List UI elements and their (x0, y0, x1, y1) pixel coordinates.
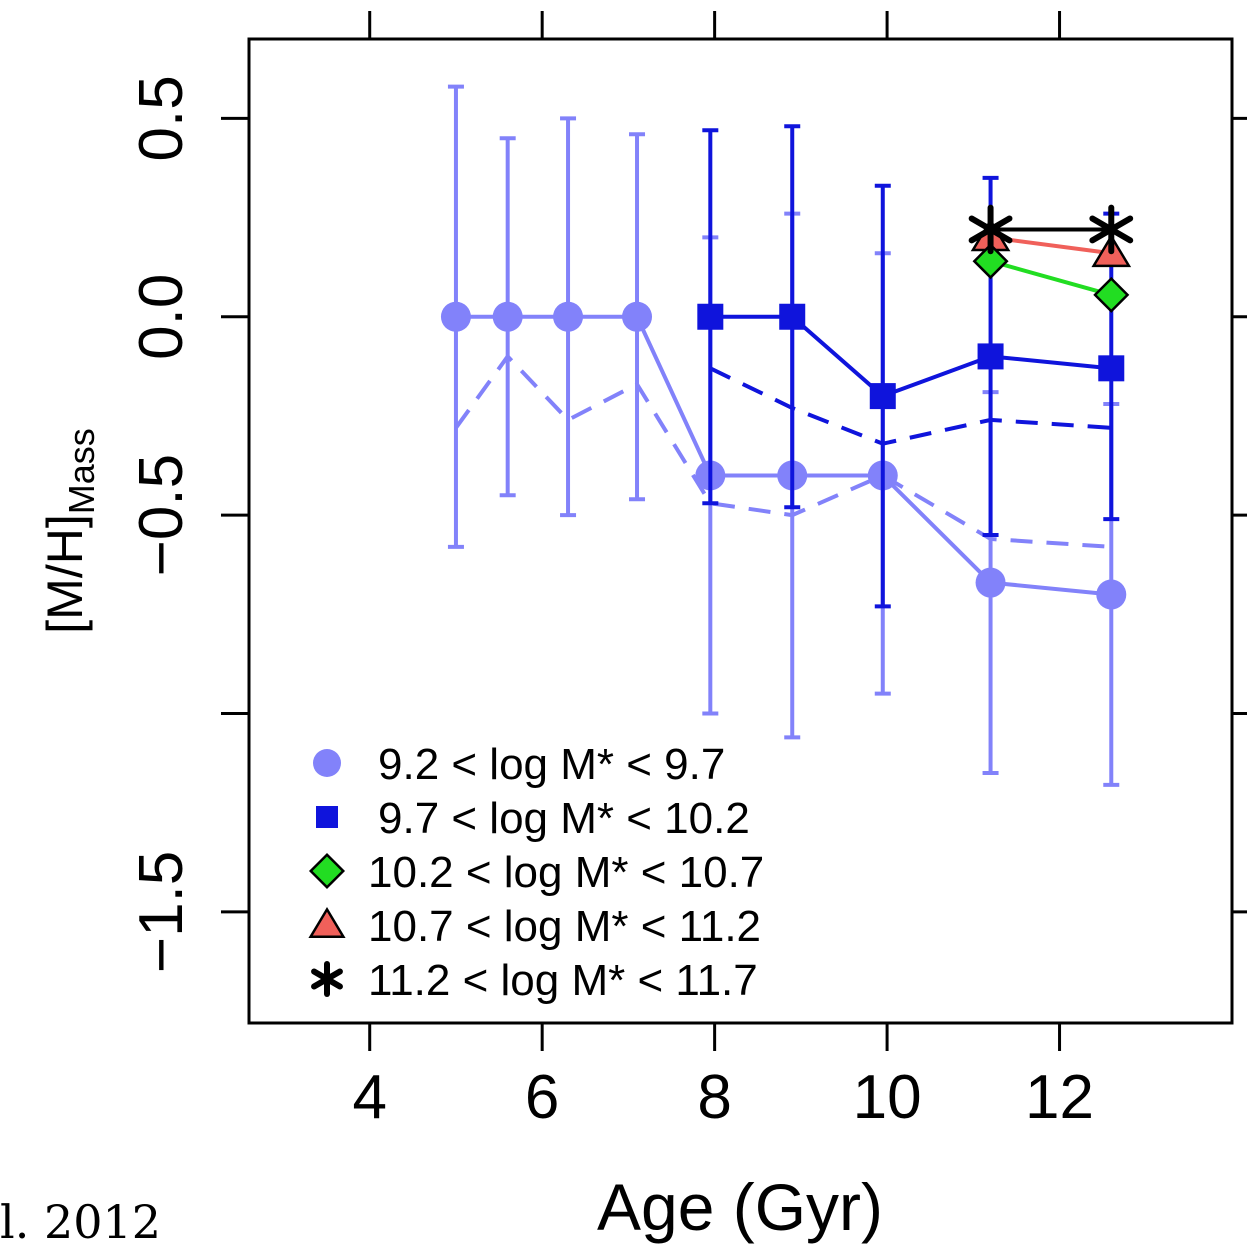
data-point (972, 243, 1009, 280)
y-axis-title: [M/H]Mass (37, 428, 102, 633)
solid-line (710, 314, 1112, 399)
star-stroke (1089, 215, 1134, 244)
legend-marker (308, 906, 346, 938)
x-axis: 4 6 8 10 12 (352, 11, 1094, 1132)
y-tick-label: 0.5 (127, 75, 196, 161)
data-point (1098, 355, 1125, 382)
y-axis-title-main: [M/H] (37, 514, 93, 633)
legend-label: 10.2 < log M* < 10.7 (368, 848, 764, 897)
data-point (697, 303, 724, 330)
dashed-line (454, 353, 1112, 549)
data-point (1096, 579, 1127, 610)
star-stroke (968, 215, 1013, 244)
plot-frame (247, 37, 1234, 1025)
y-axis: 0.5 0.0 −0.5 −1.5 (127, 75, 1247, 973)
data-point (975, 567, 1006, 598)
x-tick-label: 10 (853, 1063, 922, 1132)
legend-marker (316, 806, 338, 828)
series-square (697, 124, 1125, 609)
legend-label: 11.2 < log M* < 11.7 (368, 956, 758, 1005)
x-tick-label: 6 (525, 1063, 559, 1132)
data-point (440, 301, 471, 332)
x-axis-title: Age (Gyr) (597, 1170, 883, 1244)
y-tick-label: 0.0 (127, 274, 196, 360)
y-axis-title-subscript: Mass (61, 428, 102, 514)
data-point (553, 301, 584, 332)
series-diamond (972, 243, 1130, 313)
data-series (440, 84, 1134, 787)
y-tick-label: −0.5 (127, 454, 196, 576)
y-tick-label: −1.5 (127, 851, 196, 973)
legend-marker (308, 852, 346, 890)
x-tick-label: 8 (697, 1063, 731, 1132)
data-point (968, 204, 1013, 255)
solid-line (990, 259, 1112, 297)
legend-marker (311, 961, 343, 997)
x-tick-label: 12 (1025, 1063, 1094, 1132)
series-circle (440, 84, 1127, 787)
data-point (1089, 204, 1134, 255)
data-point (1093, 276, 1130, 313)
legend: 9.2 < log M* < 9.7 9.7 < log M* < 10.2 10.… (308, 740, 764, 1005)
data-point (779, 303, 806, 330)
legend-marker (313, 749, 341, 777)
series-star (968, 204, 1134, 255)
data-point (492, 301, 523, 332)
star-stroke (311, 968, 343, 990)
data-point (622, 301, 653, 332)
data-point (977, 343, 1004, 370)
legend-label: 9.2 < log M* < 9.7 (378, 740, 725, 789)
data-point (869, 383, 896, 410)
corner-citation-fragment: l. 2012 (0, 1195, 161, 1247)
legend-label: 10.7 < log M* < 11.2 (368, 902, 761, 951)
x-tick-label: 4 (352, 1063, 386, 1132)
dashed-line (709, 366, 1112, 446)
legend-label: 9.7 < log M* < 10.2 (378, 794, 750, 843)
